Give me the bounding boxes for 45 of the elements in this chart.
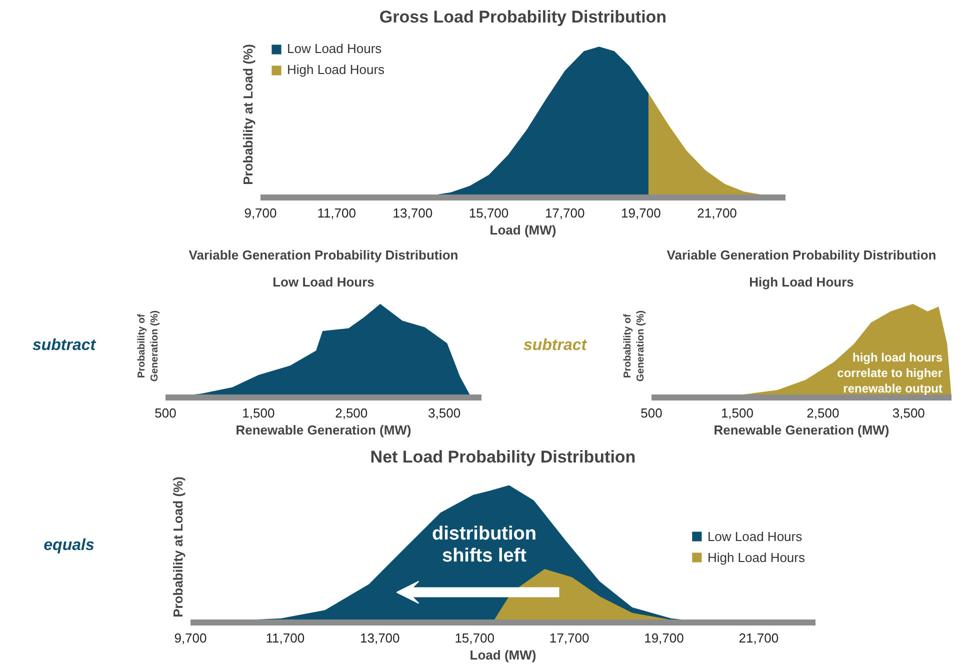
chart-subtitle: Low Load Hours — [272, 274, 374, 290]
x-tick-label: 2,500 — [335, 406, 368, 420]
x-tick-label: 11,700 — [266, 630, 305, 646]
x-tick-label: 17,700 — [549, 630, 590, 646]
annotation: high load hours correlate to higher renewable output — [837, 350, 943, 396]
chart-title: Variable Generation Probability Distribution — [188, 248, 458, 262]
chart-title: Gross Load Probability Distribution — [379, 8, 667, 26]
legend-label: High Load Hours — [707, 550, 805, 564]
chart-title: Variable Generation Probability Distribution — [666, 248, 936, 262]
x-axis-title: Load (MW) — [490, 222, 556, 238]
x-tick-label: 9,700 — [244, 206, 277, 220]
x-tick-label: 1,500 — [242, 406, 275, 420]
x-tick-label: 13,700 — [360, 630, 400, 646]
text: equals — [44, 536, 94, 556]
x-tick-label: 500 — [154, 406, 176, 420]
y-axis-title: Probability at Load (%) — [170, 476, 186, 618]
y-axis-title: Probability of Generation (%) — [622, 310, 646, 382]
x-tick-label: 21,700 — [738, 630, 779, 646]
x-tick-label: 15,700 — [468, 206, 509, 220]
x-tick-label: 21,700 — [697, 206, 737, 220]
x-axis-title: Load (MW) — [470, 648, 536, 662]
x-tick-label: 9,700 — [174, 630, 207, 646]
x-tick-label: 15,700 — [454, 630, 494, 646]
x-tick-label: 500 — [640, 406, 662, 420]
x-tick-label: 2,500 — [806, 406, 840, 420]
x-tick-label: 1,500 — [720, 406, 754, 420]
chart-title: Net Load Probability Distribution — [370, 448, 636, 466]
x-tick-label: 3,500 — [892, 406, 925, 420]
text: subtract — [523, 336, 587, 356]
x-tick-label: 19,700 — [644, 630, 684, 646]
x-tick-label: 11,700 — [317, 206, 356, 220]
x-tick-label: 3,500 — [428, 406, 461, 420]
x-tick-label: 13,700 — [392, 206, 433, 220]
x-axis-title: Renewable Generation (MW) — [236, 422, 412, 438]
chart-subtitle: High Load Hours — [749, 274, 854, 290]
x-tick-label: 19,700 — [621, 206, 661, 220]
text: subtract — [32, 336, 96, 356]
x-axis-title: Renewable Generation (MW) — [714, 422, 890, 438]
y-axis-title: Probability of Generation (%) — [136, 310, 160, 382]
legend-label: Low Load Hours — [707, 528, 802, 544]
x-tick-label: 17,700 — [544, 206, 585, 220]
legend-label: High Load Hours — [287, 62, 385, 77]
annotation: distribution shifts left — [432, 524, 536, 567]
legend-label: Low Load Hours — [287, 41, 382, 56]
y-axis-title: Probability at Load (%) — [240, 44, 256, 185]
